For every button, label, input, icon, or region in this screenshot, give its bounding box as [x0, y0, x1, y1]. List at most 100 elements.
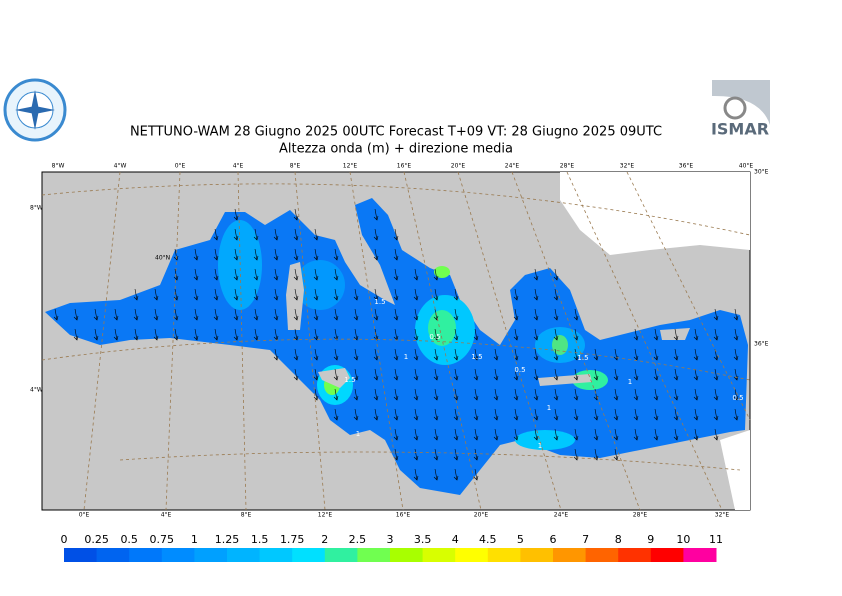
arrow	[233, 248, 239, 261]
arrow	[533, 268, 539, 281]
arrow	[433, 408, 439, 421]
arrow	[273, 308, 279, 321]
arrow	[633, 348, 639, 361]
arrow	[533, 328, 539, 341]
color-bin	[96, 548, 130, 562]
arrow	[433, 268, 439, 281]
logo-left	[3, 78, 67, 142]
lon-label: 32°E	[715, 512, 730, 519]
arrow	[613, 348, 619, 361]
arrow	[573, 388, 579, 401]
lon-label: 28°E	[633, 512, 648, 519]
arrow	[733, 368, 739, 381]
arrow	[373, 388, 379, 401]
arrow	[333, 268, 339, 281]
arrow	[513, 288, 519, 301]
contour-label: 0.5	[514, 366, 525, 374]
lon-label: 4°E	[233, 163, 244, 170]
arrow	[133, 328, 139, 341]
arrow	[313, 348, 319, 361]
colorbar-label: 5	[517, 533, 524, 546]
arrow	[713, 388, 719, 401]
arrow	[513, 368, 519, 381]
arrow	[373, 308, 379, 321]
lon-label: 4°E	[161, 512, 172, 519]
lon-label: 0°E	[79, 512, 90, 519]
arrow	[513, 308, 519, 321]
arrow	[393, 348, 399, 361]
arrow	[293, 268, 299, 281]
map: 8°W 4°W 0°E 4°E 8°E 12°E 16°E 20°E 24°E 28°E 32°E 3…	[30, 163, 769, 519]
arrow	[553, 328, 559, 341]
arrow	[333, 368, 339, 381]
arrow	[373, 248, 379, 261]
color-bin	[455, 548, 489, 562]
arrow	[353, 388, 359, 401]
arrow	[453, 308, 459, 321]
arrow	[453, 408, 459, 421]
arrow	[293, 208, 299, 221]
arrow	[293, 328, 299, 341]
colorbar-label: 7	[582, 533, 589, 546]
arrow	[313, 308, 319, 321]
arrow	[553, 268, 559, 281]
arrow	[533, 388, 539, 401]
lon-label: 32°E	[620, 163, 635, 170]
arrow	[213, 248, 219, 261]
arrow	[333, 248, 339, 261]
arrow	[473, 428, 479, 441]
arrow	[293, 288, 299, 301]
arrow	[573, 348, 579, 361]
arrow	[433, 328, 439, 341]
arrow	[633, 428, 639, 441]
colorbar-label: 2	[321, 533, 328, 546]
arrow	[533, 348, 539, 361]
arrow	[393, 268, 399, 281]
arrow	[413, 468, 419, 481]
arrow	[333, 328, 339, 341]
arrow	[653, 388, 659, 401]
color-bin	[129, 548, 163, 562]
arrow	[733, 388, 739, 401]
arrow	[313, 248, 319, 261]
arrow	[613, 408, 619, 421]
arrow	[553, 288, 559, 301]
arrow	[373, 328, 379, 341]
arrow	[373, 208, 379, 221]
color-bin	[194, 548, 228, 562]
arrow	[473, 368, 479, 381]
arrow	[673, 368, 679, 381]
arrow	[193, 328, 199, 341]
arrow	[73, 308, 79, 321]
arrow	[113, 328, 119, 341]
arrow	[493, 428, 499, 441]
arrow	[233, 328, 239, 341]
arrow	[573, 428, 579, 441]
arrow	[293, 308, 299, 321]
color-bin	[161, 548, 195, 562]
arrow	[713, 408, 719, 421]
arrow	[353, 408, 359, 421]
lat-label: 4°W	[30, 387, 43, 394]
arrow	[273, 288, 279, 301]
arrow	[573, 368, 579, 381]
arrow	[693, 428, 699, 441]
arrow	[693, 328, 699, 341]
colorbar-label: 4	[452, 533, 459, 546]
arrow	[673, 348, 679, 361]
arrow	[493, 408, 499, 421]
arrow	[633, 388, 639, 401]
arrow	[233, 228, 239, 241]
arrow	[673, 388, 679, 401]
arrow	[373, 408, 379, 421]
arrow	[253, 288, 259, 301]
arrow	[473, 448, 479, 461]
arrow	[593, 348, 599, 361]
arrow	[273, 268, 279, 281]
arrow	[613, 428, 619, 441]
edge-label: 36°E	[754, 341, 769, 348]
arrow	[213, 268, 219, 281]
colorbar-label: 1.75	[280, 533, 305, 546]
arrow	[173, 328, 179, 341]
colorbar-label: 11	[709, 533, 723, 546]
